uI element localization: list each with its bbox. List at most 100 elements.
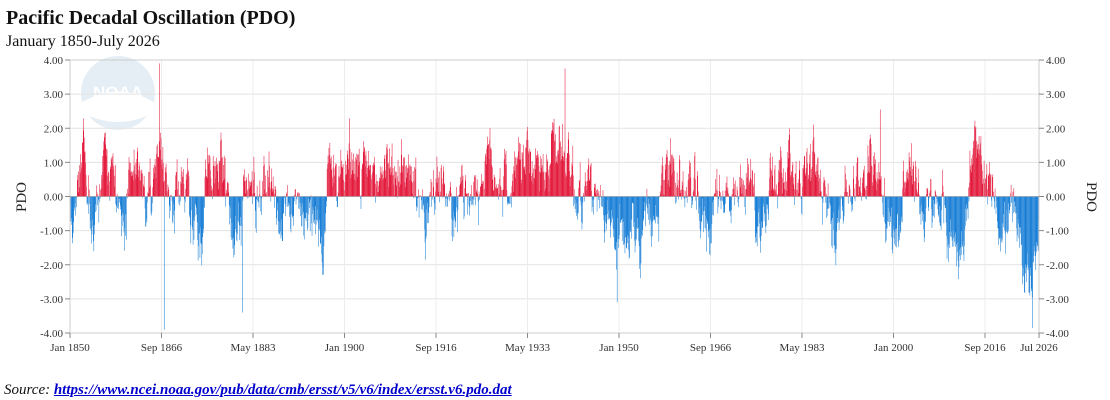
pdo-bar-negative bbox=[685, 196, 687, 198]
pdo-bar-negative bbox=[928, 196, 929, 208]
pdo-bar-positive bbox=[867, 145, 869, 197]
pdo-bar-positive bbox=[388, 187, 389, 197]
pdo-bar-negative bbox=[192, 196, 193, 230]
pdo-bar-positive bbox=[579, 162, 581, 197]
pdo-bar-positive bbox=[157, 156, 159, 197]
pdo-bar-negative bbox=[201, 196, 203, 266]
pdo-bar-positive bbox=[525, 147, 526, 197]
pdo-bar-negative bbox=[655, 196, 657, 216]
pdo-bar-positive bbox=[162, 146, 164, 197]
pdo-bar-positive bbox=[1010, 184, 1012, 197]
pdo-bar-negative bbox=[882, 196, 883, 203]
pdo-bar-positive bbox=[584, 172, 586, 197]
pdo-bar-negative bbox=[895, 196, 897, 230]
pdo-bar-positive bbox=[543, 172, 544, 197]
pdo-bar-positive bbox=[531, 161, 533, 197]
pdo-bar-negative bbox=[957, 196, 958, 252]
pdo-bar-negative bbox=[1019, 196, 1021, 228]
pdo-bar-positive bbox=[244, 169, 245, 197]
pdo-bar-positive bbox=[774, 169, 775, 197]
pdo-bar-positive bbox=[458, 195, 460, 197]
source-link[interactable]: https://www.ncei.noaa.gov/pub/data/cmb/e… bbox=[53, 382, 512, 398]
pdo-bar-positive bbox=[272, 176, 274, 197]
pdo-bar-negative bbox=[190, 196, 191, 226]
pdo-bar-positive bbox=[524, 169, 525, 197]
pdo-bar-negative bbox=[1006, 196, 1007, 232]
pdo-bar-positive bbox=[368, 150, 370, 197]
pdo-bar-positive bbox=[86, 186, 87, 197]
pdo-bar-positive bbox=[571, 174, 572, 197]
pdo-bar-positive bbox=[443, 166, 444, 197]
pdo-bar-positive bbox=[564, 153, 565, 197]
pdo-bar-positive bbox=[864, 189, 866, 197]
pdo-bar-positive bbox=[385, 170, 386, 197]
pdo-bar-positive bbox=[530, 175, 532, 197]
pdo-bar-negative bbox=[417, 196, 418, 198]
pdo-bar-positive bbox=[369, 165, 370, 197]
pdo-bar-positive bbox=[848, 184, 850, 197]
pdo-bar-negative bbox=[636, 196, 638, 228]
pdo-bar-positive bbox=[245, 180, 246, 197]
pdo-bar-positive bbox=[586, 180, 588, 197]
pdo-bar-negative bbox=[573, 196, 574, 207]
pdo-bar-negative bbox=[233, 196, 235, 255]
pdo-bar-positive bbox=[884, 177, 885, 197]
pdo-bar-positive bbox=[107, 175, 108, 197]
pdo-bar-negative bbox=[1004, 196, 1005, 230]
pdo-bar-positive bbox=[386, 143, 388, 197]
pdo-bar-negative bbox=[145, 196, 146, 227]
pdo-bar-negative bbox=[826, 196, 827, 219]
pdo-bar-negative bbox=[247, 196, 248, 199]
pdo-bar-negative bbox=[306, 196, 307, 213]
pdo-bar-positive bbox=[391, 156, 392, 197]
pdo-bar-negative bbox=[270, 196, 272, 202]
pdo-bar-negative bbox=[967, 196, 968, 208]
pdo-bar-negative bbox=[580, 196, 582, 206]
pdo-bar-positive bbox=[459, 185, 461, 197]
pdo-bar-negative bbox=[478, 196, 479, 225]
pdo-bar-negative bbox=[426, 196, 427, 237]
pdo-bar-positive bbox=[512, 181, 513, 197]
pdo-bar-negative bbox=[203, 196, 204, 229]
pdo-bar-positive bbox=[779, 160, 781, 197]
pdo-bar-negative bbox=[575, 196, 577, 213]
pdo-bar-negative bbox=[305, 196, 306, 219]
pdo-bar-positive bbox=[594, 192, 596, 197]
pdo-bar-positive bbox=[368, 165, 369, 197]
pdo-bar-positive bbox=[222, 164, 224, 197]
pdo-bar-positive bbox=[551, 130, 553, 197]
pdo-bar-negative bbox=[1014, 196, 1015, 202]
pdo-bar-negative bbox=[756, 196, 757, 242]
pdo-bar-positive bbox=[927, 189, 929, 197]
pdo-bar-negative bbox=[325, 196, 326, 232]
pdo-bar-positive bbox=[254, 172, 255, 197]
pdo-bar-positive bbox=[143, 175, 145, 197]
pdo-bar-negative bbox=[279, 196, 280, 235]
pdo-bar-positive bbox=[732, 195, 733, 197]
pdo-bar-negative bbox=[87, 196, 88, 203]
pdo-bar-positive bbox=[251, 180, 252, 197]
pdo-bar-positive bbox=[407, 168, 409, 197]
pdo-bar-negative bbox=[152, 196, 153, 204]
pdo-bar-positive bbox=[429, 192, 431, 197]
pdo-bar-positive bbox=[907, 172, 909, 197]
pdo-bar-negative bbox=[452, 196, 453, 242]
pdo-bar-positive bbox=[771, 170, 773, 197]
x-tick-label: May 1983 bbox=[780, 342, 825, 354]
pdo-bar-positive bbox=[380, 178, 381, 197]
pdo-bar-positive bbox=[275, 189, 277, 197]
pdo-bar-negative bbox=[931, 196, 932, 209]
pdo-bar-positive bbox=[860, 192, 862, 197]
pdo-bar-positive bbox=[449, 187, 451, 197]
pdo-bar-positive bbox=[102, 156, 103, 197]
pdo-bar-negative bbox=[117, 196, 119, 207]
pdo-bar-negative bbox=[1001, 196, 1003, 243]
pdo-bar-positive bbox=[809, 143, 811, 197]
pdo-bar-positive bbox=[161, 164, 162, 197]
pdo-bar-positive bbox=[589, 180, 590, 197]
pdo-bar-negative bbox=[472, 196, 473, 199]
pdo-bar-negative bbox=[836, 196, 838, 219]
pdo-bar-positive bbox=[529, 173, 530, 197]
pdo-bar-positive bbox=[539, 191, 540, 197]
pdo-bar-positive bbox=[535, 155, 537, 197]
